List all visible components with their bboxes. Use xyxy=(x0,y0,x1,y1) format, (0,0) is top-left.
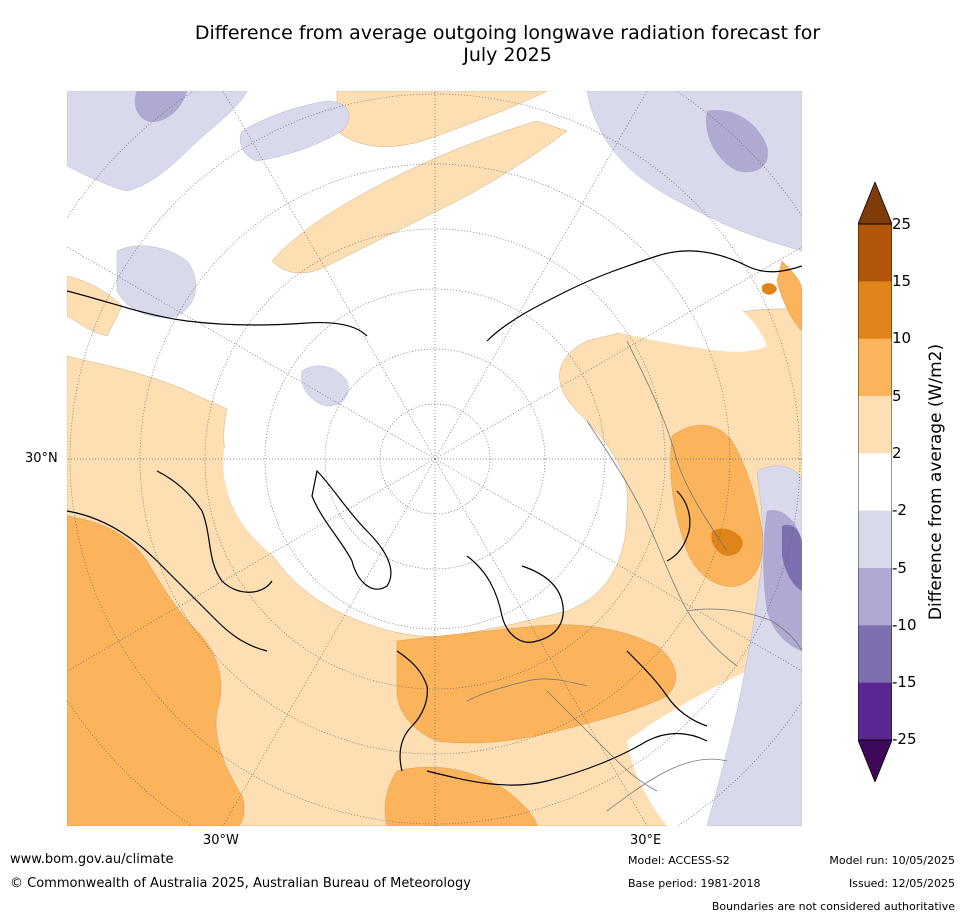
colorbar-band xyxy=(858,396,892,454)
anomaly-regions-neg5 xyxy=(134,91,802,651)
country-borders xyxy=(466,340,802,812)
north-atlantic-region xyxy=(67,515,245,826)
website-link[interactable]: www.bom.gov.au/climate xyxy=(10,852,174,867)
far-east-region xyxy=(776,260,802,332)
scandinavia-coast xyxy=(466,555,564,643)
colorbar-band xyxy=(858,625,892,684)
anomaly-regions-pos5 xyxy=(67,260,802,826)
colorbar-tick: 5 xyxy=(892,387,902,405)
colorbar-tick: 25 xyxy=(892,215,912,233)
colorbar-band xyxy=(858,568,892,626)
colorbar-tick: -25 xyxy=(892,730,917,748)
colorbar-tick: -2 xyxy=(892,501,907,519)
hudson-bay-coast xyxy=(156,470,273,593)
colorbar-tick: 15 xyxy=(892,272,912,290)
top-center-region xyxy=(336,91,548,147)
disclaimer-text: Boundaries are not considered authoritat… xyxy=(711,900,955,913)
model-text: Model: ACCESS-S2 xyxy=(628,854,730,867)
china-patch xyxy=(782,524,802,591)
map-svg xyxy=(67,91,802,826)
colorbar-extend-top xyxy=(858,182,892,225)
siberia-neutral-region xyxy=(587,285,767,352)
caspian-coast xyxy=(666,490,691,562)
top-right-patch xyxy=(706,110,768,173)
polar-neutral-region xyxy=(223,300,615,607)
colorbar-outline xyxy=(858,223,892,741)
left-edge-region xyxy=(67,275,123,337)
latitude-circle xyxy=(69,93,801,825)
iberia-britain-coast xyxy=(396,650,428,772)
east-siberia-spot xyxy=(762,283,777,295)
black-sea-coast xyxy=(626,650,708,727)
colorbar-tick: -5 xyxy=(892,559,907,577)
border-line xyxy=(626,340,728,552)
latitude-circle xyxy=(264,288,606,630)
graticule xyxy=(67,91,802,826)
colorbar-band xyxy=(858,224,892,282)
model-run-text: Model run: 10/05/2025 xyxy=(829,854,955,867)
colorbar-band xyxy=(858,510,892,569)
base-period-text: Base period: 1981-2018 xyxy=(628,877,761,890)
central-asia-spot xyxy=(711,528,743,556)
longitude-label-30w: 30°W xyxy=(203,833,239,848)
colorbar-extend-bottom xyxy=(858,739,892,782)
border-line xyxy=(686,608,802,652)
latitude-circle xyxy=(204,228,666,690)
top-left-patch xyxy=(134,91,187,122)
north-pacific-arc-region xyxy=(271,120,568,274)
coastlines xyxy=(67,250,802,786)
issued-text: Issued: 12/05/2025 xyxy=(848,877,955,890)
latitude-label-30n: 30°N xyxy=(25,451,58,466)
colorbar-band xyxy=(858,281,892,340)
anomaly-regions-pos10 xyxy=(711,283,777,556)
title-line-1: Difference from average outgoing longwav… xyxy=(194,22,821,44)
colorbar-label: Difference from average (W/m2) xyxy=(926,343,946,621)
border-line xyxy=(586,420,738,667)
colorbar xyxy=(858,182,892,782)
colorbar-band xyxy=(858,453,892,512)
copyright-text: © Commonwealth of Australia 2025, Austra… xyxy=(10,876,471,891)
mediterranean-coast xyxy=(426,732,708,786)
alaska-canada-coast xyxy=(67,290,368,337)
north-pacific-arc-region xyxy=(239,100,350,162)
colorbar-tick: -15 xyxy=(892,673,917,691)
border-line xyxy=(606,758,728,812)
title-line-2: July 2025 xyxy=(463,44,552,66)
colorbar-bands xyxy=(858,224,892,741)
west-canada-region xyxy=(116,245,196,318)
greenland-patch-region xyxy=(301,365,349,407)
top-left-region xyxy=(67,91,248,192)
border-line xyxy=(546,690,658,792)
olr-anomaly-map xyxy=(67,91,802,826)
top-right-region xyxy=(586,91,802,252)
colorbar-tick: 2 xyxy=(892,444,902,462)
colorbar-tick: 10 xyxy=(892,329,912,347)
chart-title: Difference from average outgoing longwav… xyxy=(60,22,955,66)
north-america-east-coast xyxy=(67,510,268,652)
greenland-coast xyxy=(311,469,392,590)
north-africa-region xyxy=(384,766,538,826)
colorbar-tick: -10 xyxy=(892,616,917,634)
colorbar-band xyxy=(858,682,892,741)
siberia-coast xyxy=(486,250,802,342)
anomaly-regions-neg10 xyxy=(782,524,802,591)
longitude-label-30e: 30°E xyxy=(630,833,662,848)
colorbar-band xyxy=(858,338,892,397)
latitude-circle xyxy=(324,348,546,570)
border-line xyxy=(466,678,588,702)
